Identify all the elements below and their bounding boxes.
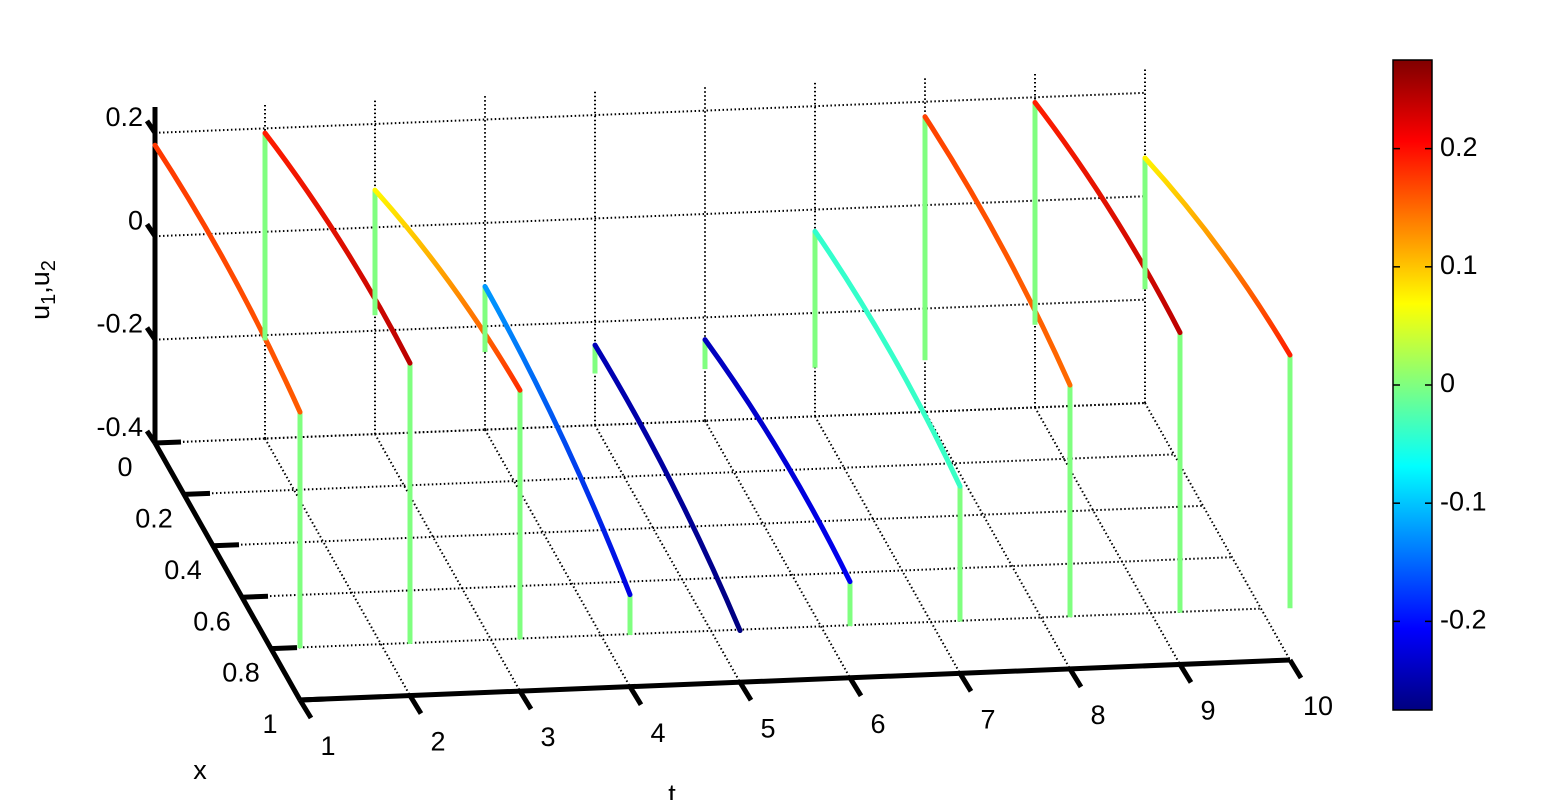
u1-curve — [152, 142, 303, 415]
y-tick — [183, 490, 211, 497]
y-tick-label: 0.8 — [222, 658, 260, 688]
z-label-part: ,u — [25, 271, 55, 294]
grid-line — [484, 429, 631, 688]
y-axis — [152, 441, 303, 702]
x-tick-label: 3 — [540, 722, 555, 752]
x-tick — [1287, 658, 1304, 680]
u1-curve — [1032, 99, 1183, 336]
y-tick — [299, 696, 327, 703]
u1-curve — [702, 337, 853, 585]
x-tick-label: 2 — [430, 727, 445, 757]
u1-curve — [1142, 155, 1293, 358]
z-axis-label: u1,u2 — [25, 260, 60, 320]
y-axis-label: x — [193, 755, 207, 785]
u1-curve — [262, 130, 413, 366]
x-axis — [299, 657, 1291, 703]
x-tick-label: 10 — [1303, 691, 1333, 721]
grid-line — [1144, 402, 1291, 661]
x-tick-label: 6 — [870, 709, 885, 739]
y-tick — [241, 593, 269, 600]
grid-line — [212, 504, 1204, 547]
grid-line — [814, 415, 961, 674]
x-tick — [407, 694, 424, 715]
grid-line — [154, 298, 1146, 341]
u1-curve — [922, 114, 1073, 388]
u1-curve — [812, 228, 963, 489]
grid-line — [154, 91, 1146, 134]
u1-curve — [592, 342, 743, 634]
z-tick-label: 0 — [128, 205, 143, 235]
x-tick — [847, 676, 864, 698]
colorbar-tick-label: -0.2 — [1440, 604, 1487, 634]
grid-line — [270, 607, 1262, 650]
colorbar-tick-label: 0 — [1440, 368, 1455, 398]
colorbar-tick-label: -0.1 — [1440, 486, 1487, 516]
x-tick-label: 8 — [1090, 700, 1105, 730]
x-tick — [1177, 663, 1194, 684]
grid-line — [154, 195, 1146, 238]
z-tick — [144, 429, 158, 445]
grid-line — [594, 424, 741, 683]
u1-curve — [372, 187, 523, 393]
y-tick — [212, 542, 240, 549]
x-tick — [737, 680, 754, 702]
grid-line — [704, 420, 851, 679]
y-tick-label: 0.2 — [135, 504, 173, 534]
grid-line — [924, 411, 1071, 670]
u1-curve — [482, 283, 633, 598]
x-tick — [517, 689, 534, 711]
y-tick-label: 0.4 — [164, 555, 202, 585]
z-label-part: 2 — [38, 260, 60, 271]
y-tick-label: 0 — [117, 452, 132, 482]
grid-line — [1034, 406, 1181, 665]
x-tick — [627, 685, 644, 706]
grid-line — [154, 402, 1146, 444]
z-tick-label: -0.2 — [96, 309, 143, 339]
x-tick — [1067, 667, 1084, 689]
x-tick-label: 1 — [320, 731, 335, 761]
y-tick-label: 1 — [262, 709, 277, 739]
x-tick-label: 5 — [760, 713, 775, 743]
colorbar-tick-label: 0.1 — [1440, 250, 1478, 280]
y-tick — [270, 645, 298, 652]
z-tick — [144, 119, 158, 135]
z-label-part: 1 — [38, 294, 60, 305]
y-tick-label: 0.6 — [193, 606, 231, 636]
colorbar-tick-label: 0.2 — [1440, 132, 1478, 162]
z-tick — [144, 222, 158, 238]
grid-line — [183, 453, 1175, 496]
y-tick — [154, 439, 182, 446]
z-tick-label: -0.4 — [96, 412, 143, 442]
x-tick-label: 9 — [1200, 696, 1215, 726]
x-axis-label: t — [668, 779, 676, 800]
z-tick — [144, 326, 158, 342]
x-tick-label: 7 — [980, 704, 995, 734]
x-tick — [297, 698, 314, 720]
grid-line — [374, 433, 521, 692]
z-label-part: u — [25, 305, 55, 320]
grid-line — [264, 438, 411, 697]
z-tick-label: 0.2 — [105, 102, 143, 132]
x-tick — [957, 672, 974, 693]
grid-line — [241, 556, 1233, 599]
x-tick-label: 4 — [650, 718, 665, 748]
